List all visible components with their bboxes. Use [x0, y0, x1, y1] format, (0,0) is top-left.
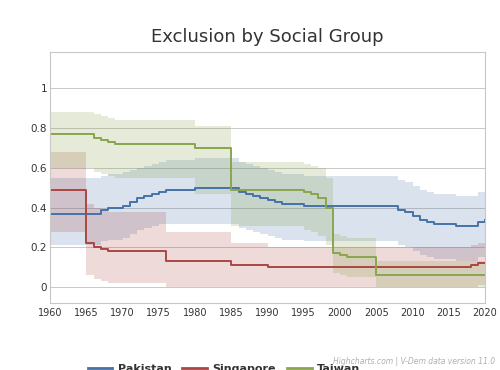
Title: Exclusion by Social Group: Exclusion by Social Group — [151, 28, 384, 46]
Text: Highcharts.com | V-Dem data version 11.0: Highcharts.com | V-Dem data version 11.0 — [333, 357, 495, 366]
Legend: Pakistan, Singapore, Taiwan: Pakistan, Singapore, Taiwan — [83, 359, 365, 370]
